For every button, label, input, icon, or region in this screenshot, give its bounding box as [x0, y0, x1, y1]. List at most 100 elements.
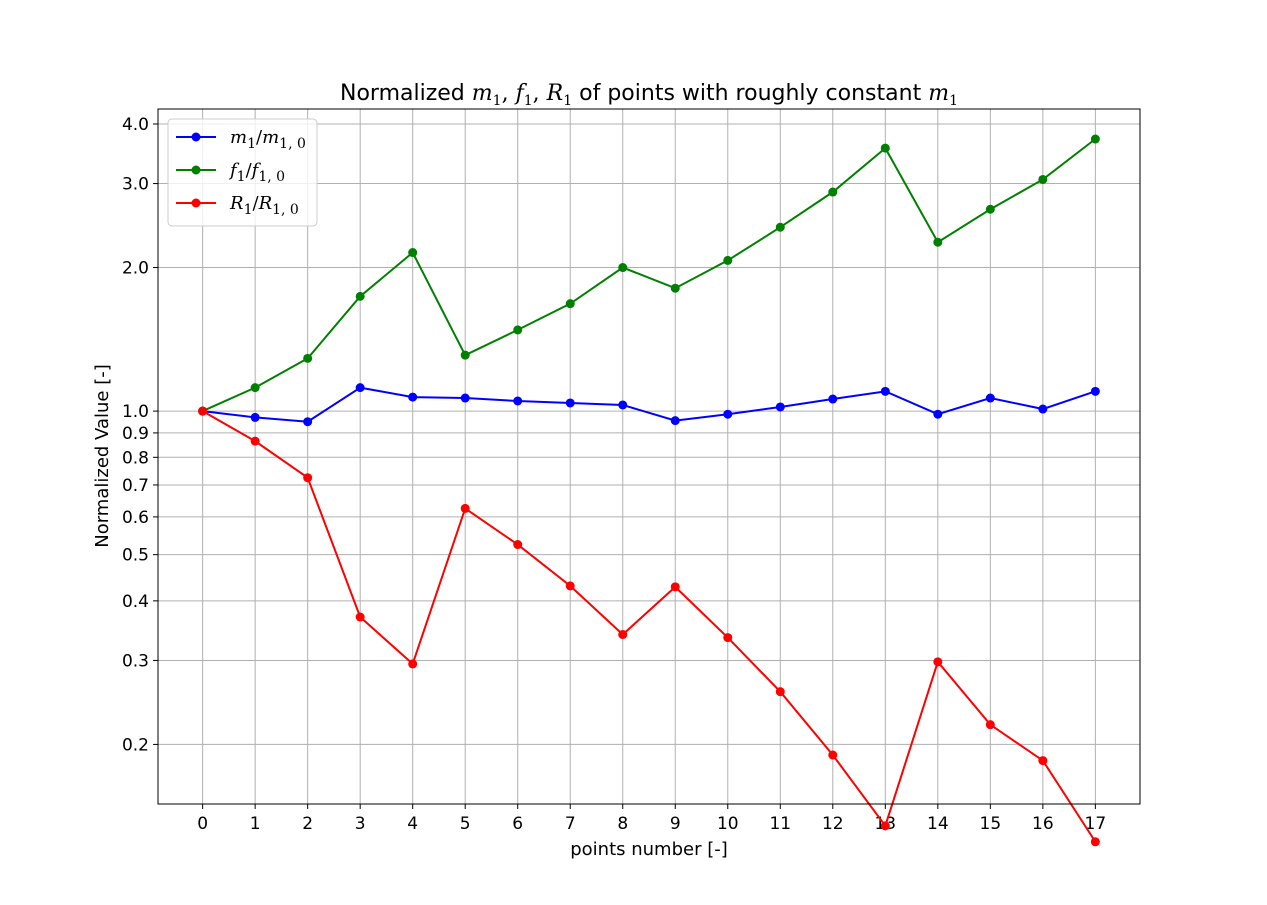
data-point [250, 436, 260, 446]
data-point [618, 400, 628, 410]
data-point [198, 406, 208, 416]
series-1 [198, 134, 1100, 416]
data-point [1090, 386, 1100, 396]
x-tick-label: 14 [927, 814, 949, 834]
data-point [460, 503, 470, 513]
x-tick-label: 11 [769, 814, 791, 834]
data-point [1038, 174, 1048, 184]
data-point [1090, 134, 1100, 144]
x-tick-label: 17 [1085, 814, 1107, 834]
x-tick-label: 15 [980, 814, 1002, 834]
series-0 [198, 383, 1100, 427]
x-tick-label: 4 [407, 814, 418, 834]
data-point [670, 283, 680, 293]
plot-frame [157, 108, 1141, 805]
data-point [565, 398, 575, 408]
series-line [202, 410, 1097, 843]
y-tick-label: 0.4 [122, 592, 149, 612]
data-point [565, 581, 575, 591]
legend-entry-0: m1/m1, 0 [176, 127, 306, 152]
y-tick-label: 0.3 [122, 651, 149, 671]
data-point [828, 394, 838, 404]
x-tick-label: 5 [460, 814, 471, 834]
y-tick-label: 0.9 [122, 424, 149, 444]
data-point [1038, 756, 1048, 766]
data-point [828, 750, 838, 760]
data-point [670, 416, 680, 426]
data-point [775, 402, 785, 412]
data-point [513, 325, 523, 335]
legend-entry-2: R1/R1, 0 [176, 193, 299, 218]
legend-marker [191, 165, 201, 175]
data-point [1090, 837, 1100, 847]
data-point [985, 204, 995, 214]
data-point [565, 299, 575, 309]
y-tick-label: 1.0 [122, 402, 149, 422]
x-tick-label: 3 [355, 814, 366, 834]
legend: m1/m1, 0f1/f1, 0R1/R1, 0 [167, 118, 318, 227]
y-tick-label: 3.0 [122, 175, 149, 195]
legend-box [167, 118, 318, 227]
x-tick-label: 16 [1032, 814, 1054, 834]
plot-series [198, 134, 1100, 847]
data-point [460, 393, 470, 403]
data-point [460, 350, 470, 360]
x-tick-label: 2 [302, 814, 313, 834]
data-point [303, 417, 313, 427]
x-axis-label: points number [-] [570, 839, 728, 860]
x-tick-label: 9 [670, 814, 681, 834]
data-point [775, 222, 785, 232]
data-point [985, 393, 995, 403]
x-tick-label: 0 [197, 814, 208, 834]
data-point [250, 412, 260, 422]
x-tick-label: 6 [512, 814, 523, 834]
data-point [408, 659, 418, 669]
data-point [513, 396, 523, 406]
data-point [355, 612, 365, 622]
data-point [775, 687, 785, 697]
data-point [723, 633, 733, 643]
data-point [723, 255, 733, 265]
data-point [408, 392, 418, 402]
y-tick-label: 0.2 [122, 735, 149, 755]
series-line [202, 138, 1096, 413]
x-tick-label: 12 [822, 814, 844, 834]
data-point [880, 821, 890, 831]
data-point [513, 540, 523, 550]
data-point [303, 473, 313, 483]
data-point [408, 248, 418, 258]
data-point [618, 630, 628, 640]
data-point [250, 383, 260, 393]
y-tick-label: 0.8 [122, 448, 149, 468]
data-point [828, 187, 838, 197]
x-tick-label: 7 [565, 814, 576, 834]
data-point [670, 582, 680, 592]
x-tick-label: 8 [617, 814, 628, 834]
series-2 [198, 406, 1100, 847]
data-point [933, 409, 943, 419]
y-tick-label: 2.0 [122, 259, 149, 279]
axis-ticks: 012345678910111213141516170.20.30.40.50.… [122, 115, 1106, 834]
data-point [933, 237, 943, 247]
y-tick-label: 0.6 [122, 508, 149, 528]
legend-marker [191, 198, 201, 208]
legend-label: R1/R1, 0 [229, 193, 299, 218]
x-tick-label: 10 [717, 814, 739, 834]
data-point [933, 657, 943, 667]
series-line [202, 386, 1096, 423]
data-point [880, 143, 890, 153]
data-point [1038, 404, 1048, 414]
legend-label: m1/m1, 0 [230, 127, 306, 152]
legend-marker [191, 132, 201, 142]
y-axis-label: Normalized Value [-] [92, 364, 113, 548]
data-point [985, 720, 995, 730]
chart-title: Normalized m1, f1, R1 of points with rou… [340, 81, 958, 109]
data-point [880, 386, 890, 396]
data-point [355, 291, 365, 301]
y-tick-label: 4.0 [122, 115, 149, 135]
y-tick-label: 0.7 [122, 476, 149, 496]
data-point [355, 383, 365, 393]
y-tick-label: 0.5 [122, 546, 149, 566]
data-point [303, 353, 313, 363]
